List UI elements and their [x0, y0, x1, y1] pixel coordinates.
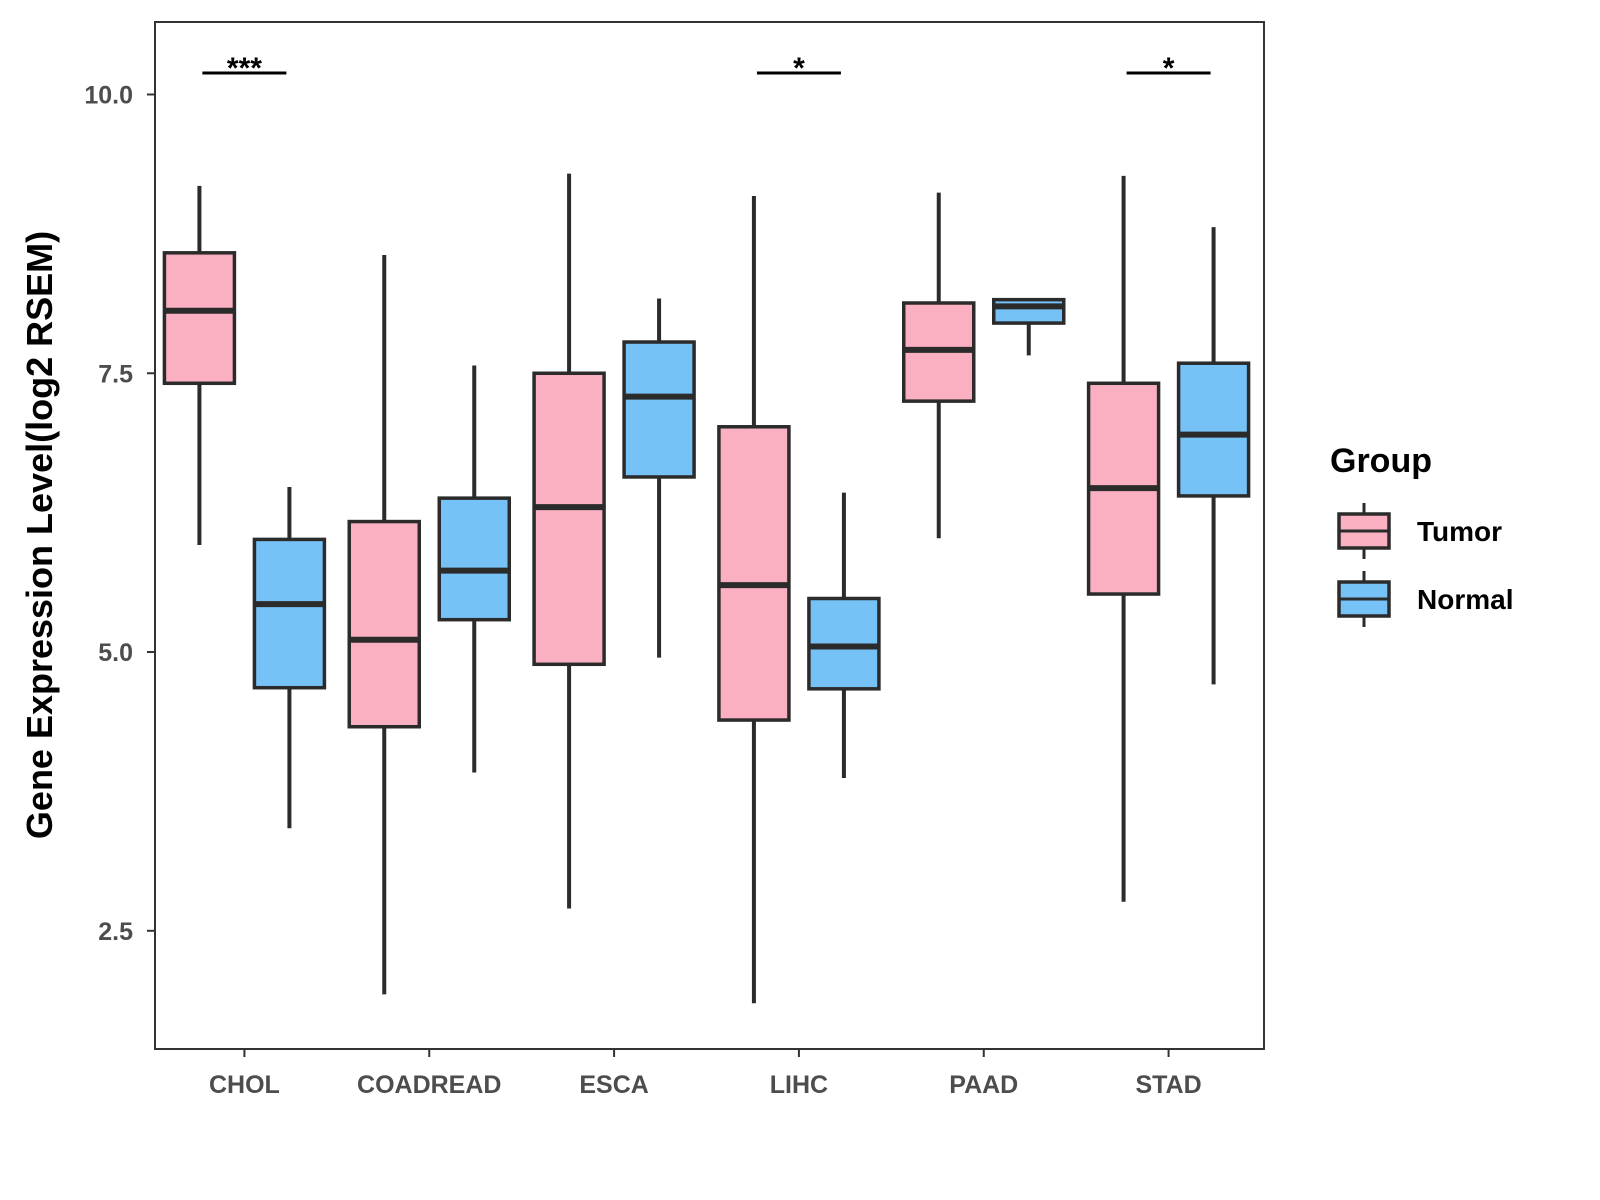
- x-tick-label: CHOL: [209, 1071, 280, 1099]
- x-tick-label: STAD: [1135, 1071, 1201, 1099]
- plot-panel: [154, 21, 1265, 1050]
- significance-label: *: [1163, 52, 1175, 85]
- y-tick-label: 2.5: [98, 918, 133, 946]
- significance-label: *: [793, 52, 805, 85]
- y-tick-label: 5.0: [98, 639, 133, 667]
- x-tick-label: PAAD: [949, 1071, 1018, 1099]
- box-tumor: [532, 371, 606, 667]
- significance-label: ***: [227, 52, 262, 85]
- legend-title: Group: [1330, 442, 1432, 480]
- box-tumor: [347, 519, 421, 729]
- box-normal: [1176, 361, 1251, 498]
- y-tick-label: 7.5: [98, 360, 133, 388]
- box-normal: [437, 496, 511, 622]
- box-normal: [992, 297, 1066, 325]
- box-normal: [252, 537, 327, 690]
- legend-label: Normal: [1417, 584, 1513, 615]
- box-tumor: [162, 251, 237, 386]
- x-tick-label: COADREAD: [357, 1071, 501, 1099]
- legend-label: Tumor: [1417, 516, 1502, 547]
- box-tumor: [717, 425, 791, 722]
- box-normal: [622, 340, 696, 479]
- y-tick-label: 10.0: [84, 81, 133, 109]
- x-tick-label: LIHC: [770, 1071, 828, 1099]
- y-axis-label: Gene Expression Level(log2 RSEM): [19, 231, 60, 839]
- x-tick-label: ESCA: [579, 1071, 648, 1099]
